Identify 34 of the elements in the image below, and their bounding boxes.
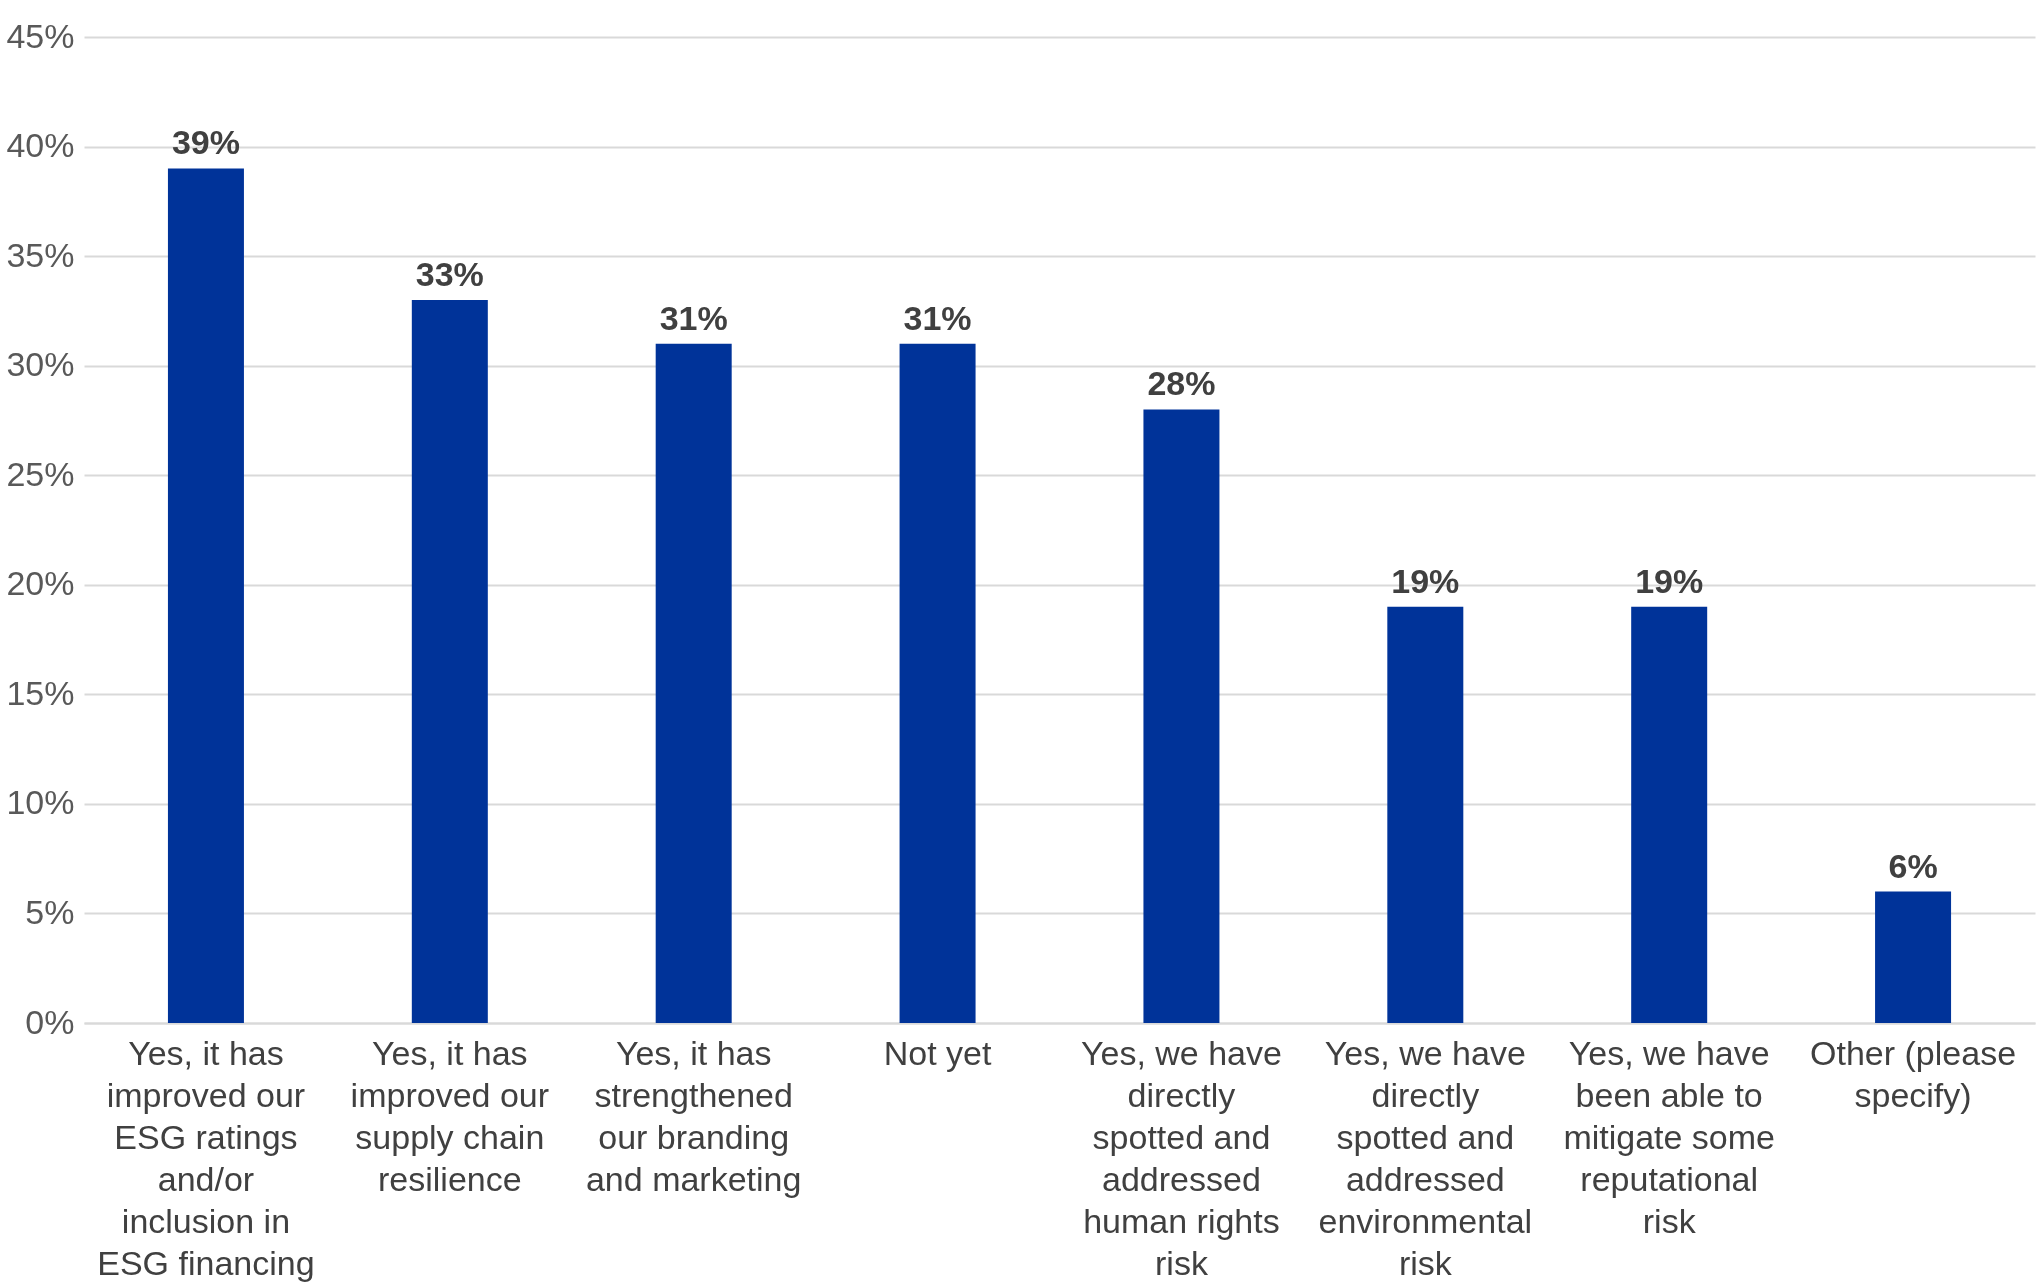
- data-label: 33%: [415, 254, 484, 293]
- y-tick-label: 40%: [6, 126, 75, 165]
- data-label: 28%: [1147, 364, 1216, 403]
- data-label: 19%: [1391, 561, 1460, 600]
- y-tick-label: 25%: [6, 454, 75, 493]
- data-label: 19%: [1635, 561, 1704, 600]
- bar: [1875, 891, 1952, 1023]
- data-label: 39%: [171, 123, 240, 162]
- bar: [655, 343, 732, 1023]
- x-tick-label: Yes, we have directly spotted and addressed human rights risk: [1080, 1033, 1282, 1282]
- y-tick-label: 45%: [6, 16, 75, 55]
- bar: [411, 299, 488, 1023]
- data-label: 6%: [1888, 846, 1938, 885]
- bar: [899, 343, 976, 1023]
- bar: [1631, 606, 1708, 1023]
- x-tick-label: Yes, it has improved our supply chain resilience: [350, 1033, 550, 1198]
- y-tick-label: 15%: [6, 673, 75, 712]
- y-tick-label: 30%: [6, 345, 75, 384]
- data-label: 31%: [903, 298, 972, 337]
- x-tick-label: Yes, we have been able to mitigate some reputational risk: [1563, 1033, 1776, 1240]
- y-tick-label: 35%: [6, 235, 75, 274]
- bar: [1143, 409, 1220, 1023]
- x-tick-label: Yes, it has strengthened our branding and marketing: [585, 1033, 802, 1198]
- x-tick-label: Other (please specify): [1810, 1033, 2017, 1114]
- bar: [1387, 606, 1464, 1023]
- data-label: 31%: [659, 298, 728, 337]
- y-tick-label: 0%: [25, 1002, 75, 1041]
- bar: [167, 168, 244, 1023]
- y-tick-label: 5%: [25, 892, 75, 931]
- x-tick-label: Not yet: [883, 1033, 992, 1072]
- x-tick-label: Yes, we have directly spotted and addressed environmental risk: [1318, 1033, 1533, 1282]
- x-tick-label: Yes, it has improved our ESG ratings and/or inclusion in ESG financing: [97, 1033, 315, 1282]
- y-tick-label: 10%: [6, 783, 75, 822]
- y-tick-label: 20%: [6, 564, 75, 603]
